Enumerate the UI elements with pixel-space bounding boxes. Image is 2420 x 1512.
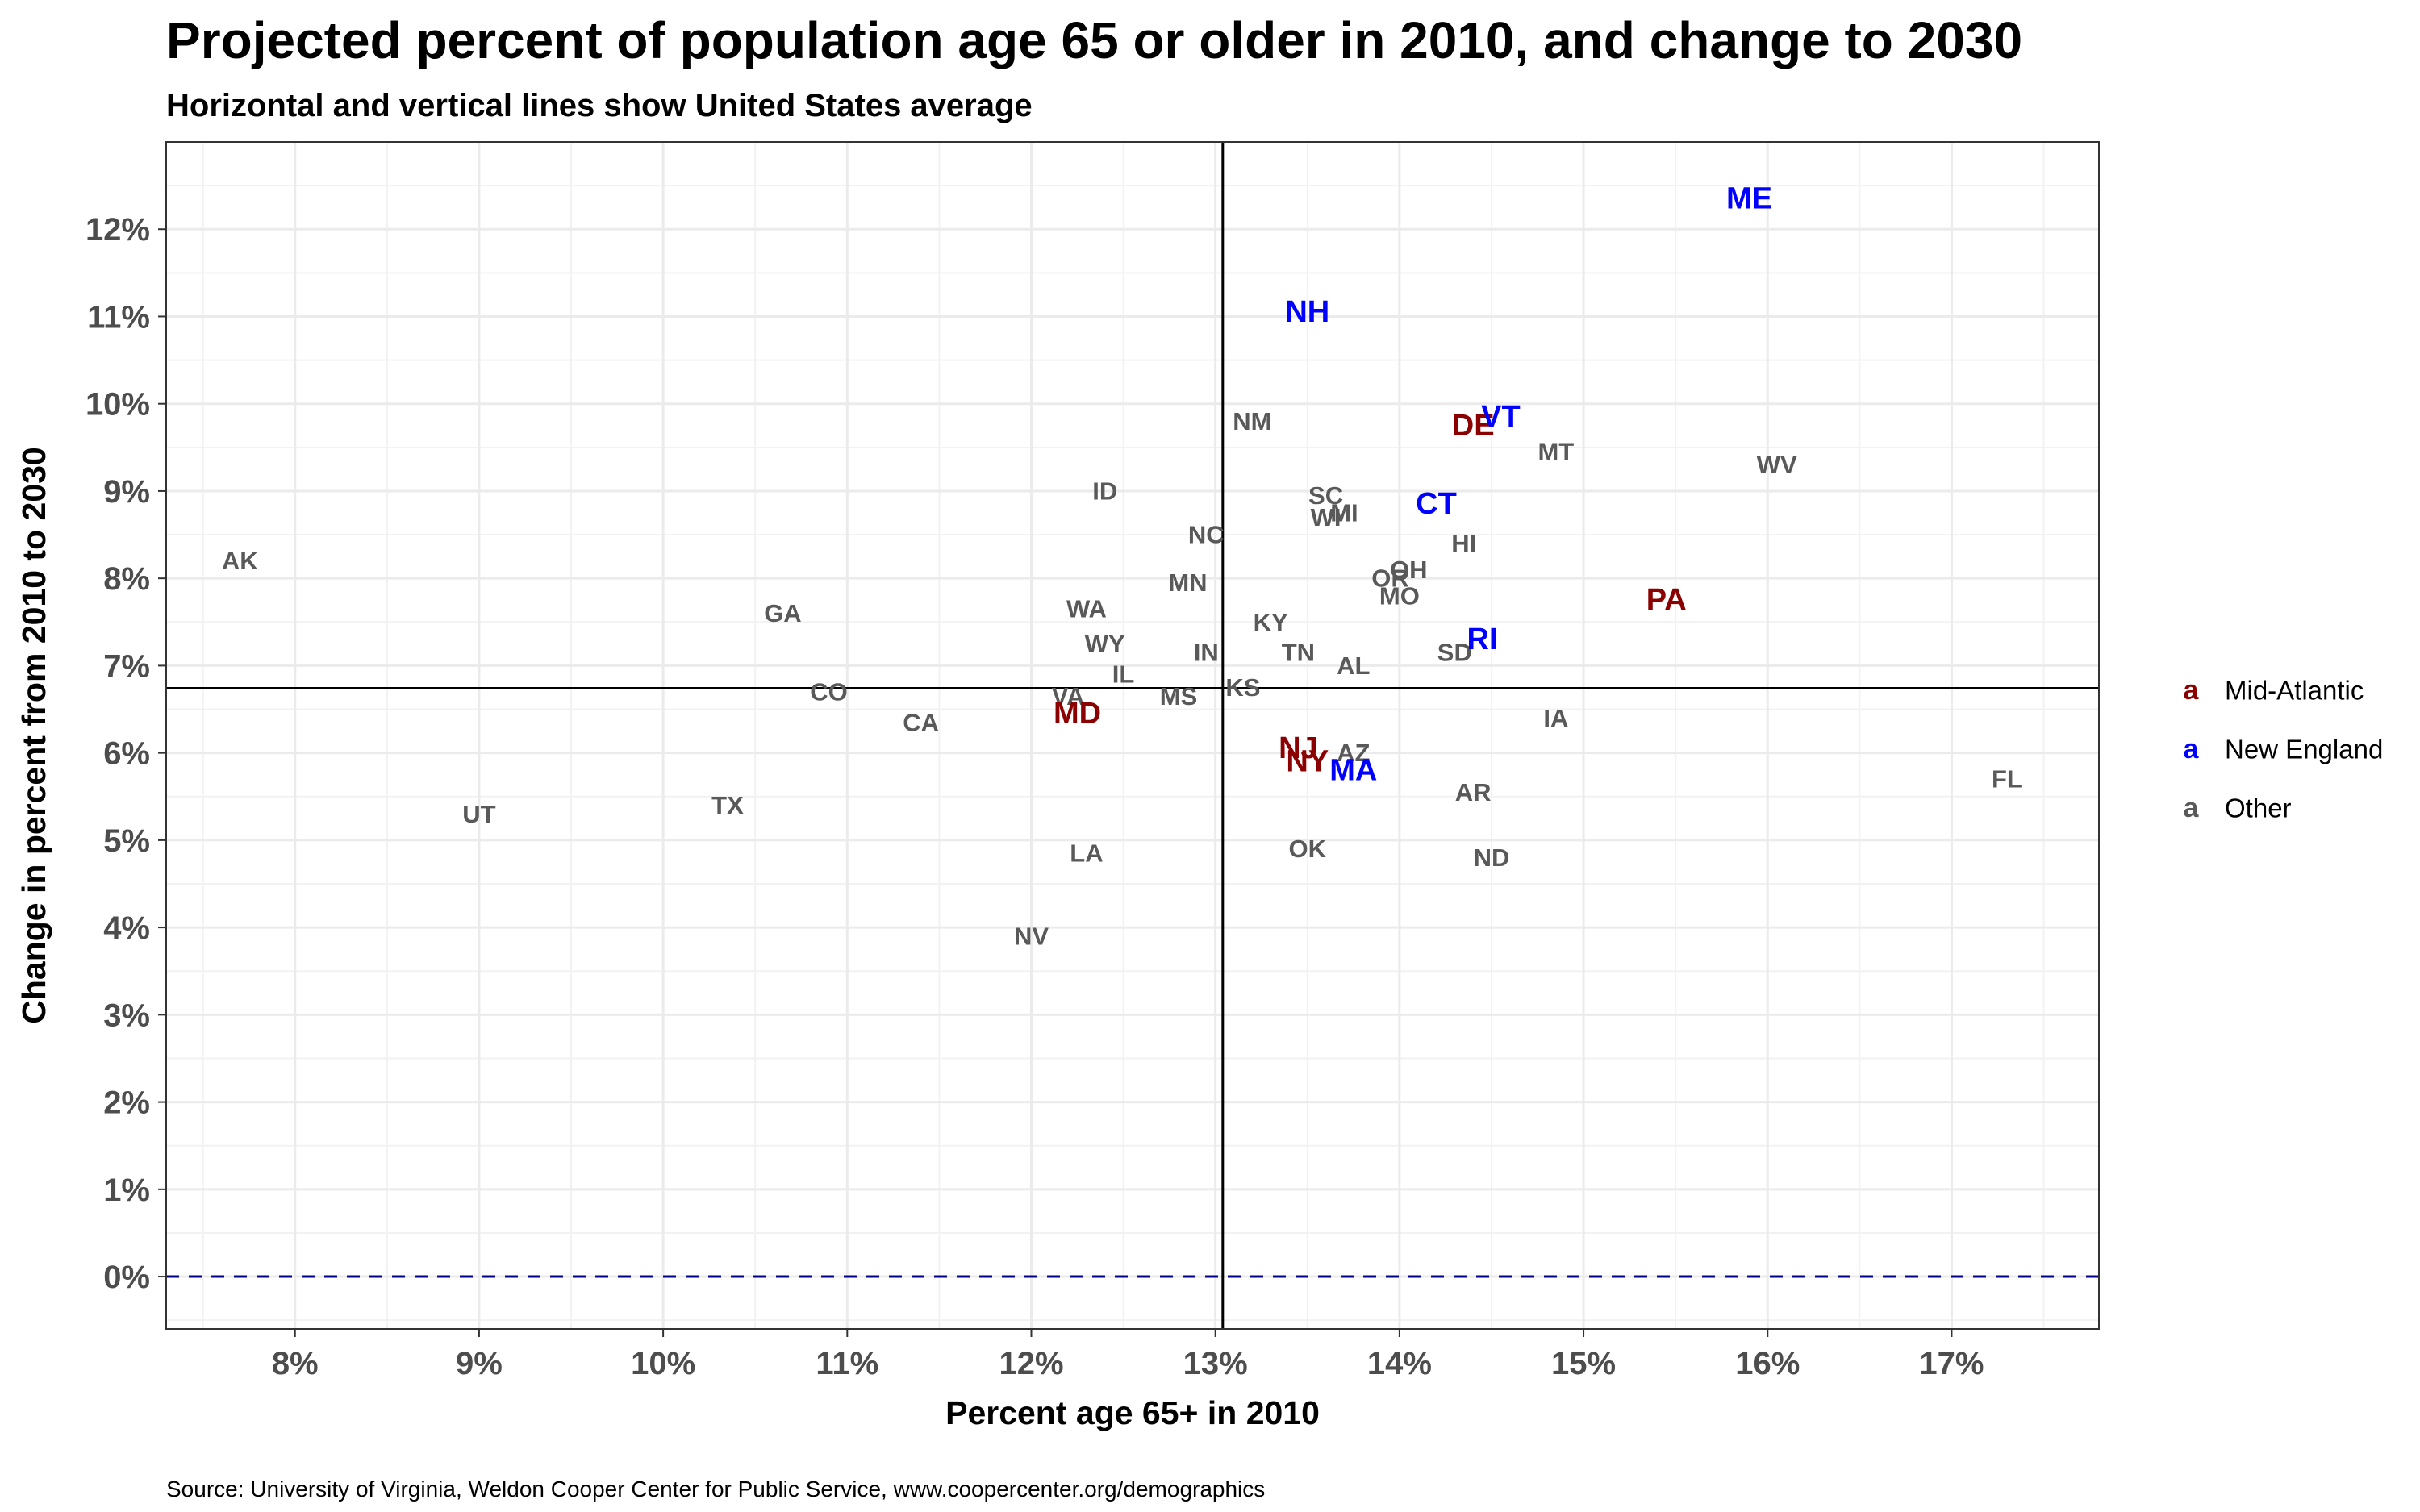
state-label: MI	[1330, 499, 1358, 527]
y-tick-label: 3%	[103, 998, 150, 1033]
state-label: TN	[1282, 639, 1315, 667]
state-label: FL	[1992, 765, 2022, 793]
x-tick-label: 10%	[631, 1346, 695, 1381]
state-label: VA	[1052, 682, 1085, 710]
state-label: MN	[1168, 569, 1207, 597]
state-label: NV	[1014, 922, 1049, 950]
state-label: IN	[1194, 639, 1219, 667]
state-label: WA	[1066, 595, 1107, 623]
state-label: NM	[1233, 407, 1271, 435]
state-label: MO	[1379, 581, 1420, 610]
x-tick-label: 12%	[999, 1346, 1063, 1381]
state-label: KY	[1254, 608, 1288, 636]
state-label: HI	[1451, 529, 1476, 557]
chart-title: Projected percent of population age 65 o…	[166, 11, 2022, 69]
state-label: VT	[1481, 400, 1521, 434]
plot-border	[165, 141, 2100, 1330]
state-label: ME	[1726, 181, 1772, 215]
state-label: CA	[903, 708, 939, 736]
y-tick-label: 1%	[103, 1173, 150, 1208]
x-tick-label: 15%	[1551, 1346, 1616, 1381]
legend-key: a	[2184, 734, 2200, 764]
x-axis-ticks: 8% 9% 10% 11% 12% 13% 14% 15% 16% 17%	[272, 1329, 1984, 1381]
state-label: SC	[1308, 481, 1343, 510]
y-tick-label: 12%	[86, 212, 150, 248]
x-tick-label: 17%	[1919, 1346, 1984, 1381]
x-tick-label: 8%	[272, 1346, 319, 1381]
state-label: GA	[764, 599, 802, 627]
state-label: NH	[1285, 295, 1329, 329]
state-label: KS	[1225, 673, 1260, 702]
state-label: WI	[1311, 503, 1341, 531]
minor-gridlines	[166, 142, 2099, 1329]
x-tick-label: 16%	[1735, 1346, 1800, 1381]
reference-lines	[166, 142, 2099, 1329]
state-label: CT	[1416, 487, 1457, 521]
legend: a Mid-Atlantic a New England a Other	[2184, 675, 2384, 823]
legend-label: Other	[2225, 793, 2292, 823]
y-tick-label: 2%	[103, 1085, 150, 1121]
plot-panel	[166, 142, 2099, 1329]
state-label: RI	[1467, 623, 1498, 656]
state-label: OH	[1390, 556, 1428, 584]
state-label: ID	[1092, 477, 1117, 505]
state-label: MD	[1054, 697, 1101, 731]
state-label: DE	[1452, 409, 1495, 443]
state-label: NY	[1286, 744, 1329, 778]
state-label: MS	[1160, 682, 1198, 710]
state-label: AL	[1337, 652, 1370, 680]
y-tick-label: 7%	[103, 648, 150, 684]
state-label: OR	[1371, 564, 1409, 593]
state-label: MT	[1538, 438, 1574, 466]
state-label: WY	[1085, 630, 1125, 658]
x-tick-label: 9%	[456, 1346, 503, 1381]
state-label: ND	[1474, 843, 1510, 872]
state-label: IA	[1543, 704, 1568, 732]
y-tick-label: 9%	[103, 474, 150, 510]
state-label: CO	[810, 677, 848, 706]
state-label: UT	[462, 800, 495, 828]
legend-label: Mid-Atlantic	[2225, 676, 2364, 706]
state-label: TX	[711, 791, 744, 819]
x-axis-title: Percent age 65+ in 2010	[945, 1394, 1320, 1431]
state-label: AZ	[1337, 739, 1370, 767]
chart-subtitle: Horizontal and vertical lines show Unite…	[166, 88, 1033, 123]
x-tick-label: 13%	[1183, 1346, 1248, 1381]
state-label: PA	[1646, 583, 1687, 617]
state-label: SD	[1437, 639, 1472, 667]
state-label: NC	[1188, 521, 1225, 549]
y-tick-label: 8%	[103, 561, 150, 597]
legend-label: New England	[2225, 735, 2383, 764]
state-label: LA	[1070, 839, 1103, 868]
y-tick-label: 0%	[103, 1260, 150, 1295]
legend-key: a	[2184, 793, 2200, 823]
y-tick-label: 5%	[103, 823, 150, 859]
y-tick-label: 11%	[87, 299, 150, 335]
chart-caption: Source: University of Virginia, Weldon C…	[166, 1477, 1265, 1502]
y-axis-title: Change in percent from 2010 to 2030	[15, 447, 52, 1023]
major-gridlines	[166, 142, 2099, 1329]
state-label: OK	[1289, 835, 1327, 863]
state-label: AR	[1455, 778, 1492, 806]
y-tick-label: 6%	[103, 736, 150, 772]
y-axis-ticks: 0% 1% 2% 3% 4% 5% 6% 7% 8% 9% 10% 11% 12%	[86, 212, 166, 1295]
state-label: NJ	[1279, 731, 1318, 765]
x-tick-label: 11%	[816, 1346, 878, 1381]
x-tick-label: 14%	[1367, 1346, 1432, 1381]
y-tick-label: 4%	[103, 910, 150, 946]
state-label: MA	[1329, 753, 1377, 787]
state-label: AK	[222, 547, 258, 575]
state-label: IL	[1112, 660, 1135, 689]
legend-key: a	[2184, 675, 2200, 706]
y-tick-label: 10%	[86, 387, 150, 423]
state-label: WV	[1757, 451, 1797, 479]
